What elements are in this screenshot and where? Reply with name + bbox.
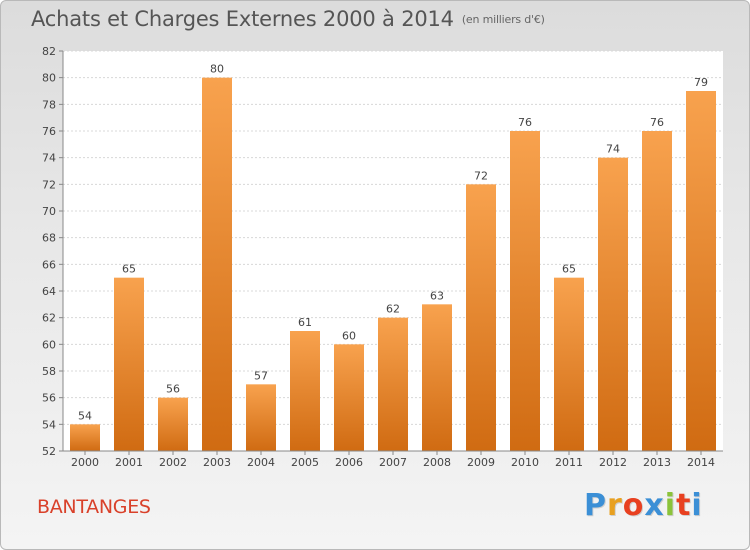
x-tick-label: 2001 — [115, 456, 143, 469]
bar — [202, 77, 232, 452]
y-tick-label: 66 — [42, 258, 56, 271]
y-tick-label: 72 — [42, 178, 56, 191]
x-tick-label: 2010 — [511, 456, 539, 469]
x-tick-label: 2005 — [291, 456, 319, 469]
bar — [686, 91, 716, 451]
x-tick-label: 2008 — [423, 456, 451, 469]
logo-letter: t — [676, 488, 692, 523]
y-tick-label: 56 — [42, 392, 56, 405]
y-tick-label: 78 — [42, 98, 56, 111]
x-tick-label: 2006 — [335, 456, 363, 469]
data-label: 79 — [694, 76, 708, 89]
bar — [466, 184, 496, 452]
bar — [158, 397, 188, 451]
data-label: 72 — [474, 169, 488, 182]
x-tick-label: 2014 — [687, 456, 715, 469]
x-tick-label: 2003 — [203, 456, 231, 469]
x-tick-label: 2011 — [555, 456, 583, 469]
data-label: 61 — [298, 316, 312, 329]
data-label: 74 — [606, 143, 620, 156]
bar — [334, 344, 364, 451]
y-tick-label: 52 — [42, 445, 56, 458]
y-tick-label: 64 — [42, 285, 56, 298]
bar — [598, 157, 628, 451]
data-label: 76 — [518, 116, 532, 129]
logo-letter: o — [622, 488, 645, 523]
bar — [70, 424, 100, 451]
logo-letter: i — [691, 488, 703, 523]
x-tick-label: 2012 — [599, 456, 627, 469]
logo-letter: P — [584, 488, 607, 523]
y-tick-label: 74 — [42, 152, 56, 165]
y-tick-label: 62 — [42, 312, 56, 325]
bar — [510, 131, 540, 451]
logo-letter: i — [664, 488, 677, 523]
bar — [554, 277, 584, 451]
commune-name: BANTANGES — [37, 496, 151, 518]
y-tick-label: 60 — [42, 338, 56, 351]
proxiti-logo: Proxiti — [584, 488, 703, 523]
bar — [114, 277, 144, 451]
chart-title: Achats et Charges Externes 2000 à 2014 (e… — [31, 7, 545, 31]
data-label: 63 — [430, 289, 444, 302]
bar — [642, 131, 672, 451]
y-tick-label: 76 — [42, 125, 56, 138]
x-tick-label: 2007 — [379, 456, 407, 469]
bar — [290, 331, 320, 451]
chart-title-text: Achats et Charges Externes 2000 à 2014 — [31, 7, 454, 31]
data-label: 60 — [342, 329, 356, 342]
chart-subtitle: (en milliers d'€) — [461, 13, 545, 26]
logo-letter: r — [607, 488, 623, 523]
x-tick-label: 2004 — [247, 456, 275, 469]
data-label: 80 — [210, 63, 224, 76]
data-label: 65 — [562, 263, 576, 276]
y-tick-label: 82 — [42, 45, 56, 58]
x-tick-label: 2002 — [159, 456, 187, 469]
y-tick-label: 68 — [42, 232, 56, 245]
y-tick-label: 80 — [42, 72, 56, 85]
data-label: 76 — [650, 116, 664, 129]
y-tick-label: 70 — [42, 205, 56, 218]
x-tick-label: 2000 — [71, 456, 99, 469]
data-label: 57 — [254, 369, 268, 382]
bar — [422, 304, 452, 451]
bar — [378, 317, 408, 451]
y-tick-label: 54 — [42, 418, 56, 431]
data-label: 56 — [166, 383, 180, 396]
x-tick-label: 2013 — [643, 456, 671, 469]
y-tick-label: 58 — [42, 365, 56, 378]
bar — [246, 384, 276, 451]
x-tick-label: 2009 — [467, 456, 495, 469]
data-label: 54 — [78, 409, 92, 422]
logo-letter: x — [644, 488, 665, 523]
data-label: 65 — [122, 263, 136, 276]
data-label: 62 — [386, 303, 400, 316]
